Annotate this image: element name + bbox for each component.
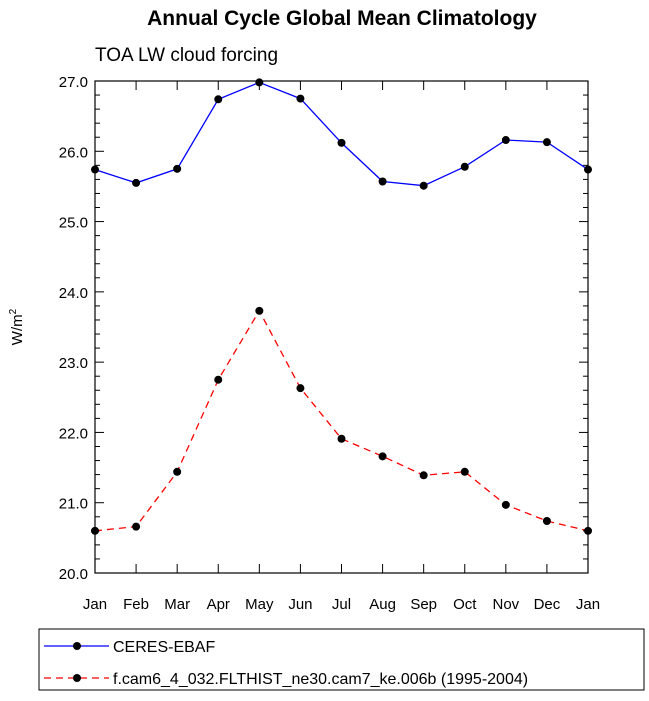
legend-marker-ceres	[73, 642, 81, 650]
legend-label-model: f.cam6_4_032.FLTHIST_ne30.cam7_ke.006b (…	[113, 671, 528, 688]
legend-marker-model	[73, 674, 81, 682]
y-tick-label: 27.0	[59, 74, 88, 91]
series-1-point	[255, 306, 264, 315]
chart-title: Annual Cycle Global Mean Climatology	[147, 7, 537, 30]
series-1-point	[501, 500, 510, 509]
series-0-point	[542, 138, 551, 147]
plot-frame	[94, 80, 589, 574]
series-0-point	[378, 177, 387, 186]
series-1-point	[214, 375, 223, 384]
series-1-point	[132, 522, 141, 531]
x-tick-label: May	[245, 596, 274, 613]
y-tick-label: 24.0	[59, 285, 88, 302]
series-1-point	[337, 434, 346, 443]
series-0-point	[419, 181, 428, 190]
series-line-1	[94, 309, 589, 532]
series-0-point	[255, 78, 264, 87]
x-tick-label: Aug	[369, 596, 396, 613]
series-1-point	[542, 516, 551, 525]
x-tick-label: Feb	[123, 596, 149, 613]
series-0-point	[132, 178, 141, 187]
x-tick-label: Sep	[410, 596, 437, 613]
chart-subtitle: TOA LW cloud forcing	[95, 45, 278, 66]
series-0-point	[337, 138, 346, 147]
series-line-0	[94, 81, 589, 187]
series-0-point	[296, 94, 305, 103]
series-1-point	[460, 467, 469, 476]
y-tick-label: 23.0	[59, 355, 88, 372]
y-tick-label: 26.0	[59, 144, 88, 161]
x-tick-label: Jan	[83, 596, 107, 613]
legend-label-ceres: CERES-EBAF	[113, 639, 215, 656]
y-axis-label-main: W/m	[9, 314, 26, 345]
y-axis-label: W/m2	[8, 308, 26, 345]
legend-entry-model: f.cam6_4_032.FLTHIST_ne30.cam7_ke.006b (…	[44, 671, 528, 688]
x-tick-label: Dec	[534, 596, 561, 613]
x-tick-label: Apr	[207, 596, 230, 613]
legend-box	[38, 628, 645, 691]
x-tick-label: Mar	[164, 596, 190, 613]
series-0-point	[214, 95, 223, 104]
x-tick-label: Jul	[332, 596, 351, 613]
x-tick-label: Oct	[453, 596, 477, 613]
y-tick-label: 22.0	[59, 425, 88, 442]
series-1-point	[173, 467, 182, 476]
legend-entry-ceres: CERES-EBAF	[44, 639, 215, 656]
y-axis-label-sup: 2	[8, 308, 19, 314]
series-0-point	[460, 162, 469, 171]
x-tick-label: Nov	[492, 596, 519, 613]
y-tick-label: 20.0	[59, 566, 88, 583]
series-1-point	[296, 384, 305, 393]
series-1-point	[378, 452, 387, 461]
series-1-point	[419, 471, 428, 480]
series-0-point	[501, 136, 510, 145]
series-0-point	[173, 164, 182, 173]
x-tick-label: Jan	[576, 596, 600, 613]
y-tick-label: 21.0	[59, 496, 88, 513]
y-tick-label: 25.0	[59, 215, 88, 232]
x-tick-label: Jun	[288, 596, 312, 613]
